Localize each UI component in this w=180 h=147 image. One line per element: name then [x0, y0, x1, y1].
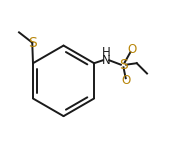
Text: O: O [127, 44, 136, 56]
Text: O: O [121, 74, 130, 87]
Text: S: S [119, 58, 128, 72]
Text: N: N [102, 54, 111, 67]
Text: S: S [28, 36, 37, 50]
Text: H: H [102, 46, 110, 59]
